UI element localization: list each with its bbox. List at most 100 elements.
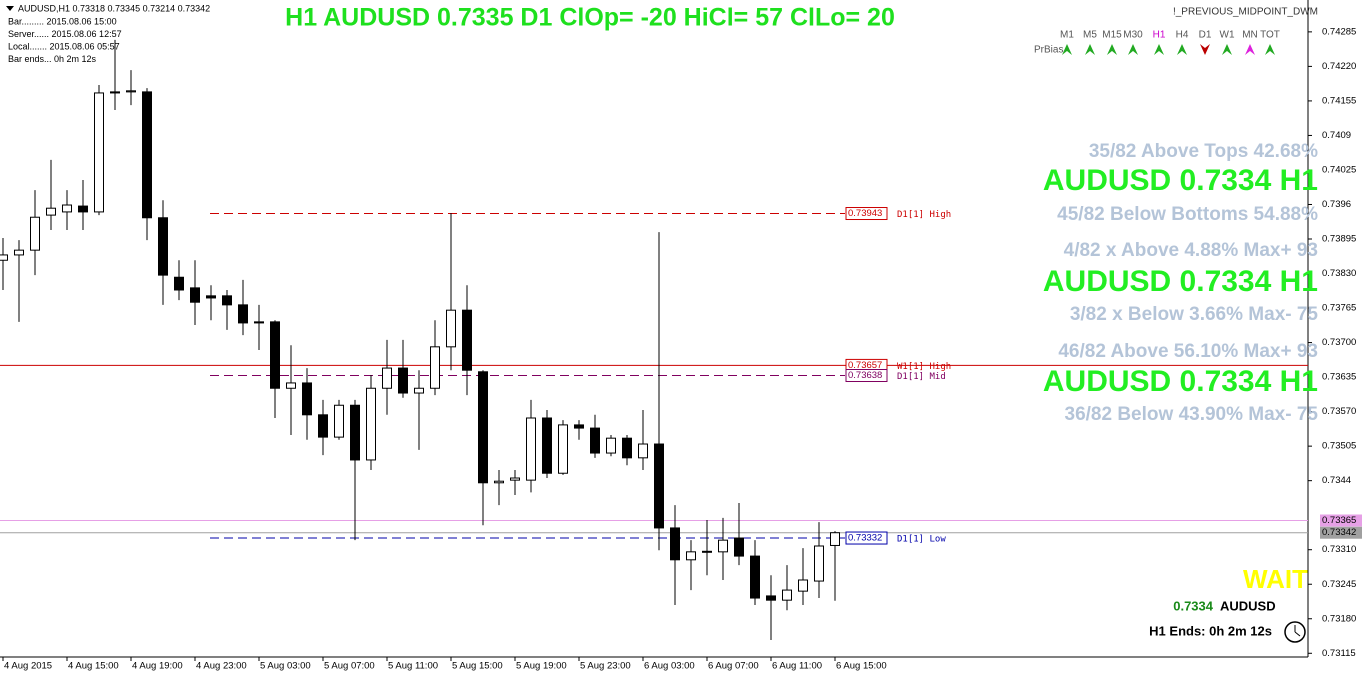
price-label-box <box>1320 526 1362 539</box>
level-value: 0.73332 <box>848 533 882 544</box>
candle-body <box>670 527 680 561</box>
panel-stat: 4/82 x Above 4.88% Max+ 93 <box>1064 240 1318 261</box>
bias-arrow <box>1222 44 1232 55</box>
y-tick-label: 0.73570 <box>1322 406 1356 417</box>
candle-body <box>542 417 552 474</box>
candle-body <box>462 309 472 371</box>
candle-body <box>30 216 40 251</box>
panel-headline: AUDUSD 0.7334 H1 <box>1043 164 1318 197</box>
y-tick-label: 0.73635 <box>1322 372 1356 383</box>
level-value: 0.73657 <box>848 360 882 371</box>
info-line: Bar ends... 0h 2m 12s <box>8 54 97 64</box>
bias-arrow <box>1085 44 1095 55</box>
bias-arrow <box>1245 44 1255 55</box>
x-tick-label: 4 Aug 2015 <box>4 661 52 672</box>
y-tick-label: 0.74025 <box>1322 164 1356 175</box>
candle-body <box>286 382 296 389</box>
y-tick-label: 0.73765 <box>1322 303 1356 314</box>
indicator-name: !_PREVIOUS_MIDPOINT_DWM <box>1173 7 1318 18</box>
candle-body <box>590 427 600 454</box>
candle-body <box>382 367 392 389</box>
bar-end: H1 Ends: 0h 2m 12s <box>1149 623 1272 638</box>
candle-body <box>494 480 504 484</box>
candle-body <box>606 437 616 454</box>
level-name: W1[1] High <box>897 362 951 372</box>
x-tick-label: 5 Aug 07:00 <box>324 661 375 672</box>
candle-body <box>222 295 232 306</box>
timeframe: M1 <box>1060 30 1074 41</box>
bias-arrow <box>1128 44 1138 55</box>
level-name: D1[1] Mid <box>897 372 946 382</box>
y-tick-label: 0.73245 <box>1322 579 1356 590</box>
timeframe: H1 <box>1153 30 1166 41</box>
candle-body <box>14 249 24 256</box>
x-tick-label: 6 Aug 07:00 <box>708 661 759 672</box>
x-tick-label: 4 Aug 19:00 <box>132 661 183 672</box>
signal: WAIT <box>1243 564 1308 594</box>
candle-body <box>734 537 744 557</box>
y-tick-label: 0.73115 <box>1322 648 1356 659</box>
bias-arrow <box>1107 44 1117 55</box>
y-tick-label: 0.7409 <box>1322 130 1351 141</box>
y-tick-label: 0.73180 <box>1322 613 1356 624</box>
candle-body <box>238 304 248 324</box>
y-tick-label: 0.74285 <box>1322 26 1356 37</box>
timeframe: H4 <box>1176 30 1189 41</box>
candle-body <box>702 550 712 553</box>
candle-body <box>830 532 840 546</box>
candle-body <box>574 424 584 429</box>
timeframe: TOT <box>1260 30 1280 41</box>
bias-arrow <box>1265 44 1275 55</box>
candle-body <box>190 287 200 303</box>
timeframe: M30 <box>1123 30 1143 41</box>
candle-body <box>766 595 776 601</box>
clock-icon <box>1284 621 1306 643</box>
y-tick-label: 0.74155 <box>1322 95 1356 106</box>
timeframe: D1 <box>1199 30 1212 41</box>
candle-body <box>126 90 136 93</box>
candle-body <box>206 295 216 299</box>
y-tick-label: 0.73895 <box>1322 234 1356 245</box>
candle-body <box>46 207 56 216</box>
candle-body <box>782 589 792 601</box>
candle-body <box>398 367 408 394</box>
x-tick-label: 4 Aug 15:00 <box>68 661 119 672</box>
level-name: D1[1] High <box>897 210 951 220</box>
candle-body <box>478 371 488 484</box>
y-tick-label: 0.74220 <box>1322 61 1356 72</box>
menu-arrow[interactable] <box>6 6 14 11</box>
candle-body <box>270 321 280 389</box>
info-line: Local....... 2015.08.06 05:57 <box>8 41 120 51</box>
x-tick-label: 6 Aug 15:00 <box>836 661 887 672</box>
candle-body <box>750 555 760 599</box>
bias-arrow <box>1177 44 1187 55</box>
symbol-line: AUDUSD,H1 0.73318 0.73345 0.73214 0.7334… <box>18 3 210 13</box>
x-tick-label: 6 Aug 03:00 <box>644 661 695 672</box>
y-tick-label: 0.73700 <box>1322 337 1356 348</box>
candle-body <box>430 346 440 389</box>
level-name: D1[1] Low <box>897 535 946 545</box>
candle-body <box>318 414 328 438</box>
candle-body <box>526 417 536 481</box>
candle-body <box>62 204 72 213</box>
candle-body <box>78 205 88 213</box>
candle-body <box>94 92 104 213</box>
candle-body <box>174 276 184 291</box>
x-tick-label: 5 Aug 23:00 <box>580 661 631 672</box>
candle-body <box>622 437 632 459</box>
bias-arrow <box>1200 44 1210 55</box>
candle-body <box>302 382 312 416</box>
timeframe: W1 <box>1220 30 1235 41</box>
level-label-box <box>845 369 888 383</box>
candle-body <box>142 91 152 219</box>
candle-body <box>798 579 808 592</box>
timeframe: MN <box>1242 30 1258 41</box>
x-tick-label: 4 Aug 23:00 <box>196 661 247 672</box>
level-value: 0.73943 <box>848 208 882 219</box>
y-tick-label: 0.7344 <box>1322 475 1351 486</box>
x-tick-label: 5 Aug 15:00 <box>452 661 503 672</box>
bias-label: PrBias <box>1034 45 1063 56</box>
